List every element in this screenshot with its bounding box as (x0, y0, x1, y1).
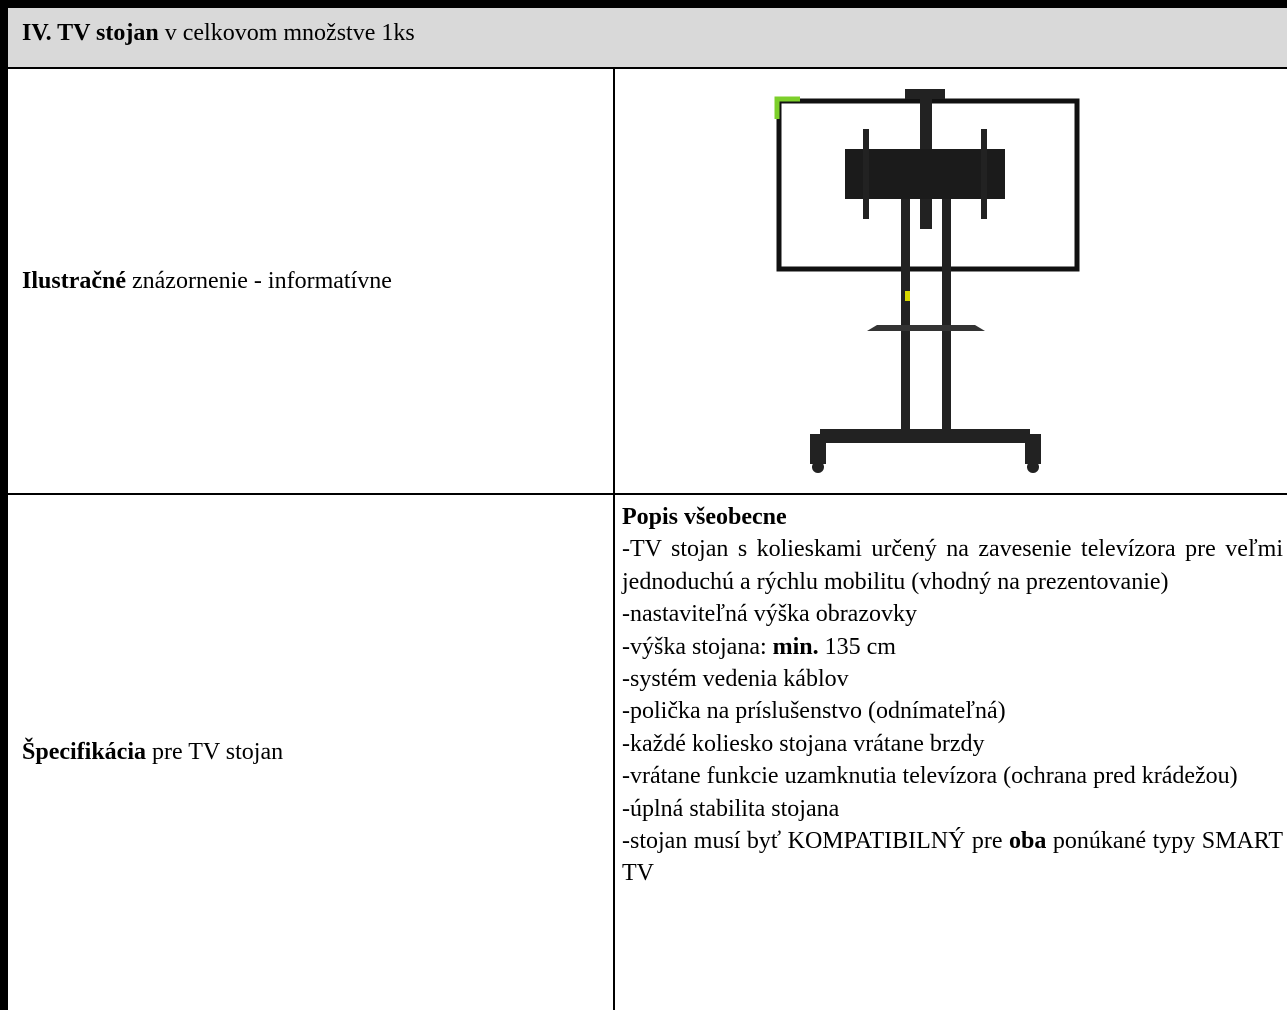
header-cell: IV. TV stojan v celkovom množstve 1ks (0, 0, 1287, 69)
tv-stand-image (750, 75, 1090, 491)
lock (905, 291, 910, 301)
description-item: -TV stojan s kolieskami určený na zavese… (622, 533, 1283, 598)
item-text: -TV stojan s kolieskami určený na zavese… (622, 536, 1283, 595)
label: pre TV stojan (152, 739, 284, 765)
label-cell: Ilustračné znázornenie - informatívne (0, 69, 615, 495)
description-item: -každé koliesko stojana vrátane brzdy (622, 728, 1283, 760)
bracket (981, 129, 987, 219)
leg (1025, 434, 1041, 464)
base (820, 429, 1030, 443)
item-text: -stojan musí byť KOMPATIBILNÝ pre (622, 828, 1003, 855)
corner-mark (774, 96, 800, 119)
item-text: -každé koliesko stojana vrátane brzdy (622, 730, 985, 757)
item-text: -nastaviteľná výška obrazovky (622, 601, 917, 628)
description-item: -nastaviteľná výška obrazovky (622, 598, 1283, 630)
item-text: -vrátane funkcie uzamknutia televízora (… (622, 763, 1238, 790)
item-text: -systém vedenia káblov (622, 666, 849, 693)
item-text: ponúkané typy SMART TV (622, 828, 1284, 887)
description-item: -úplná stabilita stojana (622, 793, 1283, 825)
description-item: -polička na príslušenstvo (odnímateľná) (622, 695, 1283, 727)
bracket (863, 129, 869, 219)
camera-shelf (905, 89, 945, 99)
description: Popis všeobecne -TV stojan s kolieskami … (622, 501, 1283, 890)
description-cell: Popis všeobecne -TV stojan s kolieskami … (615, 495, 1287, 1010)
pole (942, 199, 951, 439)
label-cell: Špecifikácia pre TV stojan (0, 495, 615, 1010)
wheel (1027, 461, 1039, 473)
label: znázornenie - informatívne (132, 267, 392, 294)
item-text: 135 cm (824, 633, 896, 660)
item-text: -úplná stabilita stojana (622, 795, 840, 822)
description-item: -výška stojana: min. 135 cm (622, 631, 1283, 663)
header-title-bold: IV. TV stojan (22, 20, 159, 46)
description-item: -vrátane funkcie uzamknutia televízora (… (622, 760, 1283, 792)
description-item: -systém vedenia káblov (622, 663, 1283, 695)
description-heading: Popis všeobecne (622, 504, 787, 530)
label-bold: Ilustračné (22, 267, 126, 294)
description-item: -stojan musí byť KOMPATIBILNÝ pre oba po… (622, 825, 1283, 890)
leg (810, 434, 826, 464)
item-text: -polička na príslušenstvo (odnímateľná) (622, 698, 1006, 725)
item-text: min. (772, 633, 819, 660)
mount-plate (845, 149, 1005, 199)
item-text: -výška stojana: (622, 633, 767, 660)
item-text: oba (1009, 828, 1047, 855)
header-title: v celkovom množstve 1ks (164, 20, 415, 46)
shelf (867, 325, 985, 331)
label-bold: Špecifikácia (22, 739, 146, 765)
image-cell (615, 69, 1287, 495)
pole (901, 199, 910, 439)
wheel (812, 461, 824, 473)
